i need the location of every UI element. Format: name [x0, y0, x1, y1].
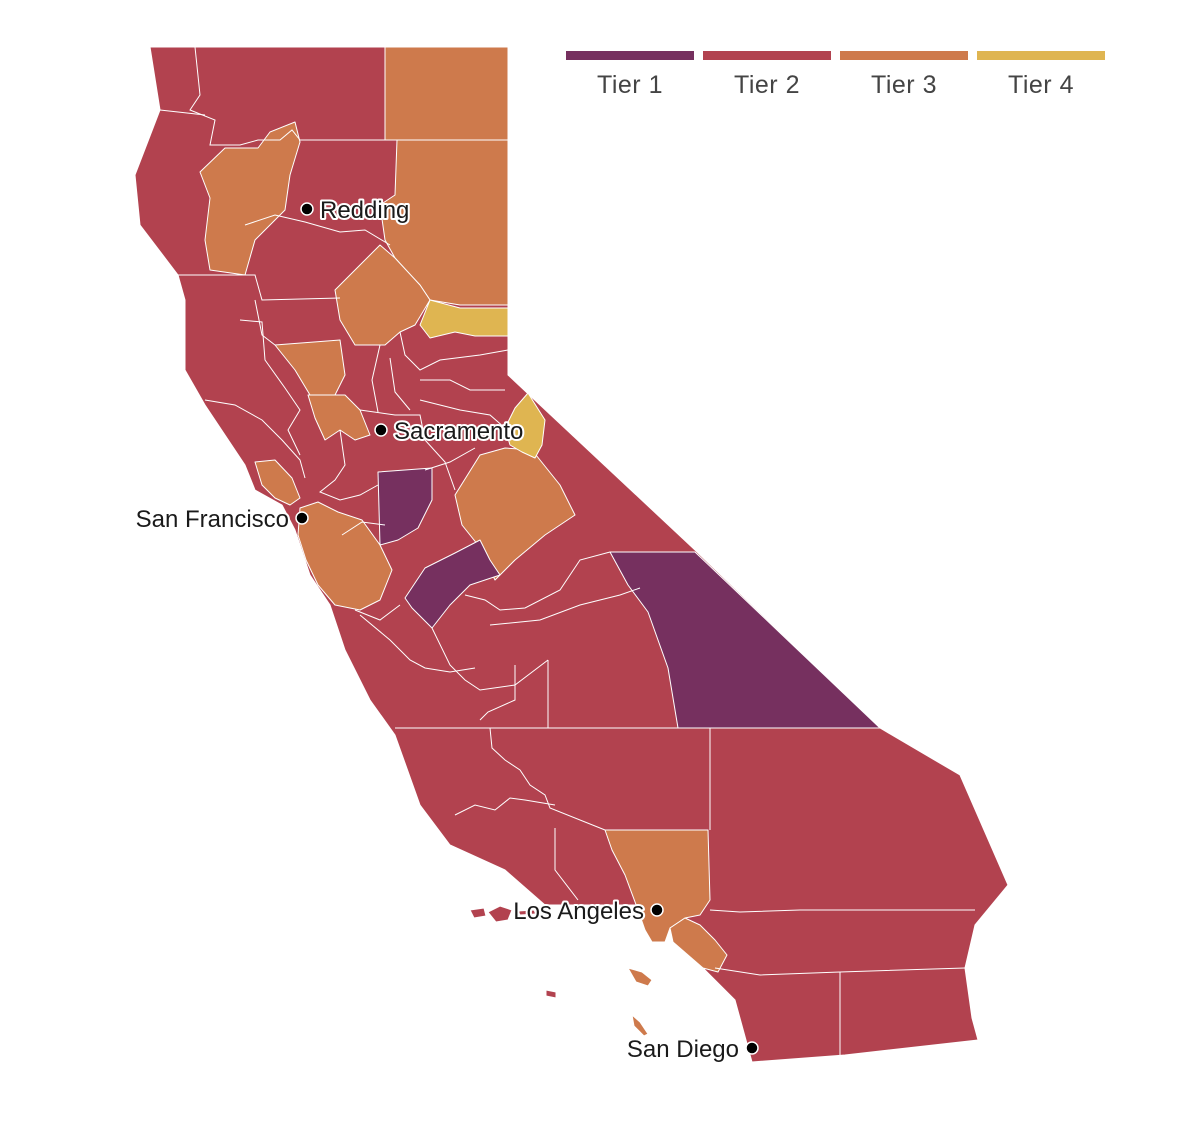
city-marker-sacramento: Sacramento	[374, 416, 525, 447]
county-alpine	[504, 392, 546, 459]
city-marker-redding: Redding	[300, 195, 411, 226]
legend-swatch	[703, 51, 831, 60]
island-santa-rosa	[469, 907, 487, 919]
legend-label: Tier 2	[734, 71, 800, 99]
city-dot	[745, 1041, 759, 1055]
legend-item-tier-2: Tier 2	[703, 51, 831, 100]
city-dot	[650, 903, 664, 917]
city-label: Sacramento	[394, 418, 523, 445]
county-orange	[669, 917, 728, 973]
legend-swatch	[977, 51, 1105, 60]
city-dot	[295, 511, 309, 525]
county-modoc	[384, 46, 509, 141]
county-marin	[254, 459, 301, 506]
county-amador-calaveras-tuolumne	[454, 447, 576, 581]
county-los-angeles	[604, 829, 711, 943]
legend-label: Tier 3	[871, 71, 937, 99]
county-merced	[404, 539, 501, 629]
city-dot	[374, 423, 388, 437]
city-label: Los Angeles	[513, 898, 644, 925]
legend-item-tier-4: Tier 4	[977, 51, 1105, 100]
county-sierra	[419, 299, 509, 339]
city-label: Redding	[320, 197, 409, 224]
island-san-clemente	[631, 1014, 649, 1037]
city-marker-san-francisco: San Francisco	[134, 504, 309, 535]
tier-legend: Tier 1 Tier 2 Tier 3 Tier 4	[566, 51, 1105, 100]
county-inyo	[609, 551, 881, 729]
legend-item-tier-1: Tier 1	[566, 51, 694, 100]
county-trinity	[199, 121, 301, 276]
county-bay-area	[297, 501, 393, 611]
city-marker-los-angeles: Los Angeles	[511, 896, 664, 927]
county-yolo	[307, 394, 371, 441]
county-boundaries	[159, 46, 975, 1055]
city-label: San Diego	[627, 1036, 739, 1063]
city-label: San Francisco	[136, 506, 289, 533]
island-santa-barbara	[545, 989, 557, 999]
city-dot	[300, 202, 314, 216]
legend-label: Tier 1	[597, 71, 663, 99]
legend-swatch	[840, 51, 968, 60]
island-santa-catalina	[627, 967, 653, 987]
legend-swatch	[566, 51, 694, 60]
legend-item-tier-3: Tier 3	[840, 51, 968, 100]
island-anacapa	[517, 909, 537, 916]
county-plumas	[334, 244, 431, 346]
city-marker-san-diego: San Diego	[625, 1034, 759, 1065]
island-santa-cruz	[487, 905, 513, 923]
legend-label: Tier 4	[1008, 71, 1074, 99]
